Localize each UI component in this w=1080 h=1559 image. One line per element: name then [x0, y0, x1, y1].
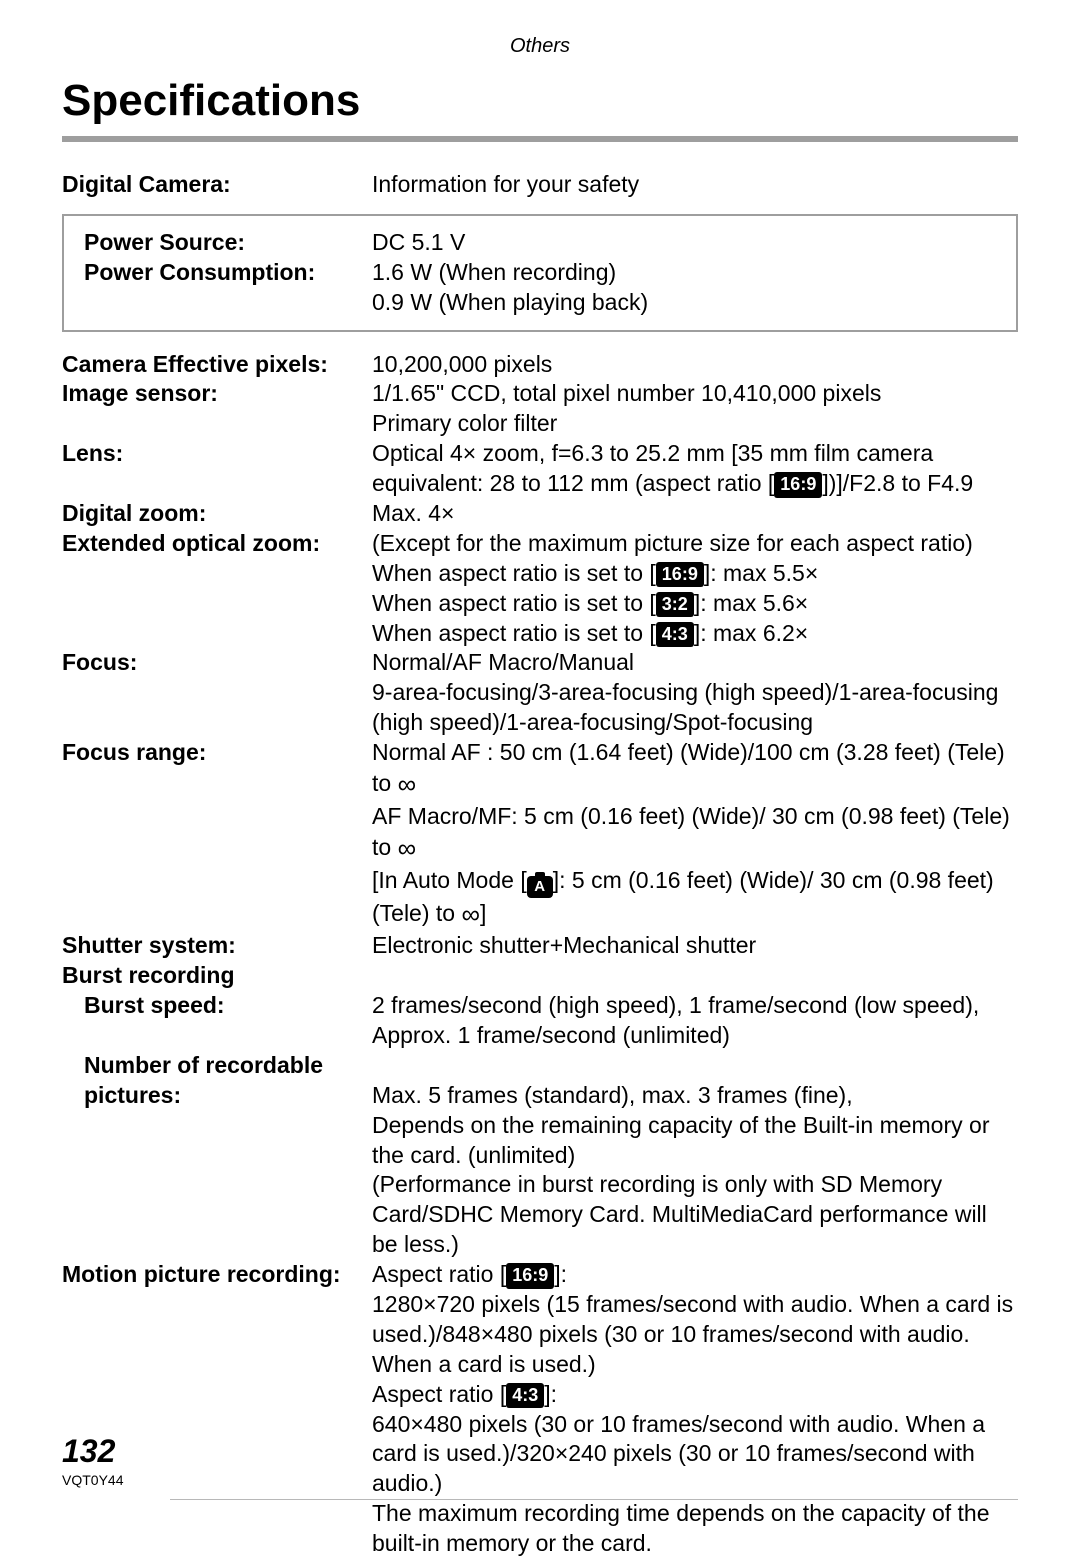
row-lens: Lens: Optical 4× zoom, f=6.3 to 25.2 mm … — [62, 439, 1018, 499]
sensor-line1: 1/1.65" CCD, total pixel number 10,410,0… — [372, 379, 1018, 409]
label: Extended optical zoom: — [62, 529, 372, 649]
value: Normal/AF Macro/Manual 9-area-focusing/3… — [372, 648, 1018, 738]
ezoom-line2: When aspect ratio is set to [16:9]: max … — [372, 559, 1018, 589]
range-line3: [In Auto Mode [A]: 5 cm (0.16 feet) (Wid… — [372, 866, 1018, 932]
motion-line4: 640×480 pixels (30 or 10 frames/second w… — [372, 1410, 1018, 1500]
value: Normal AF : 50 cm (1.64 feet) (Wide)/100… — [372, 738, 1018, 931]
motion-line5: The maximum recording time depends on th… — [372, 1499, 1018, 1559]
label: Digital zoom: — [62, 499, 372, 529]
footer: 132 VQT0Y44 — [62, 1433, 123, 1488]
row-dzoom: Digital zoom: Max. 4× — [62, 499, 1018, 529]
row-pixels: Camera Effective pixels: 10,200,000 pixe… — [62, 350, 1018, 380]
value: Max. 5 frames (standard), max. 3 frames … — [372, 1081, 1018, 1260]
label: Burst recording — [62, 961, 372, 991]
value-consumption-2: 0.9 W (When playing back) — [372, 288, 1016, 318]
numpics-line2: Depends on the remaining capacity of the… — [372, 1111, 1018, 1171]
value-consumption-1: 1.6 W (When recording) — [372, 258, 1016, 288]
infinity-icon: ∞ — [398, 769, 417, 799]
lens-line2: equivalent: 28 to 112 mm (aspect ratio [… — [372, 469, 1018, 499]
value: 2 frames/second (high speed), 1 frame/se… — [372, 991, 1018, 1051]
motion-line2: 1280×720 pixels (15 frames/second with a… — [372, 1290, 1018, 1380]
power-labels: Power Source: Power Consumption: — [84, 228, 372, 318]
motion-line1: Aspect ratio [16:9]: — [372, 1260, 1018, 1290]
row-numpics: pictures: Max. 5 frames (standard), max.… — [62, 1081, 1018, 1260]
range-line1: Normal AF : 50 cm (1.64 feet) (Wide)/100… — [372, 738, 1018, 802]
ratio-4-3-icon: 4:3 — [656, 622, 694, 647]
ratio-16-9-icon: 16:9 — [774, 472, 822, 497]
row-sensor: Image sensor: 1/1.65" CCD, total pixel n… — [62, 379, 1018, 439]
section-header: Others — [0, 0, 1080, 58]
ratio-3-2-icon: 3:2 — [656, 592, 694, 617]
row-burst-header: Burst recording — [62, 961, 1018, 991]
focus-line1: Normal/AF Macro/Manual — [372, 648, 1018, 678]
footer-line — [170, 1499, 1018, 1500]
infinity-icon: ∞ — [461, 899, 480, 929]
label-power-consumption: Power Consumption: — [84, 258, 372, 288]
ratio-16-9-icon: 16:9 — [656, 562, 704, 587]
lens-line1: Optical 4× zoom, f=6.3 to 25.2 mm [35 mm… — [372, 439, 1018, 469]
numpics-line1: Max. 5 frames (standard), max. 3 frames … — [372, 1081, 1018, 1111]
focus-line2: 9-area-focusing/3-area-focusing (high sp… — [372, 678, 1018, 738]
row-shutter: Shutter system: Electronic shutter+Mecha… — [62, 931, 1018, 961]
value-power-source: DC 5.1 V — [372, 228, 1016, 258]
document-id: VQT0Y44 — [62, 1472, 123, 1488]
motion-line3: Aspect ratio [4:3]: — [372, 1380, 1018, 1410]
value: 10,200,000 pixels — [372, 350, 1018, 380]
row-ezoom: Extended optical zoom: (Except for the m… — [62, 529, 1018, 649]
value: Aspect ratio [16:9]: 1280×720 pixels (15… — [372, 1260, 1018, 1559]
label: Burst speed: — [62, 991, 372, 1051]
ezoom-line3: When aspect ratio is set to [3:2]: max 5… — [372, 589, 1018, 619]
sensor-line2: Primary color filter — [372, 409, 1018, 439]
range-line2: AF Macro/MF: 5 cm (0.16 feet) (Wide)/ 30… — [372, 802, 1018, 866]
value: Optical 4× zoom, f=6.3 to 25.2 mm [35 mm… — [372, 439, 1018, 499]
value: Information for your safety — [372, 170, 1018, 200]
label: Number of recordable — [62, 1051, 372, 1081]
power-box: Power Source: Power Consumption: DC 5.1 … — [62, 214, 1018, 332]
auto-mode-icon: A — [527, 876, 553, 898]
page-number: 132 — [62, 1433, 123, 1470]
spec-content: Digital Camera: Information for your saf… — [0, 170, 1080, 1559]
value: Max. 4× — [372, 499, 1018, 529]
row-burst-speed: Burst speed: 2 frames/second (high speed… — [62, 991, 1018, 1051]
infinity-icon: ∞ — [398, 833, 417, 863]
label: Shutter system: — [62, 931, 372, 961]
label: Digital Camera: — [62, 170, 372, 200]
label-power-source: Power Source: — [84, 228, 372, 258]
label: Focus range: — [62, 738, 372, 931]
ratio-4-3-icon: 4:3 — [506, 1383, 544, 1408]
row-digital-camera: Digital Camera: Information for your saf… — [62, 170, 1018, 200]
ratio-16-9-icon: 16:9 — [506, 1263, 554, 1288]
value: 1/1.65" CCD, total pixel number 10,410,0… — [372, 379, 1018, 439]
label: Lens: — [62, 439, 372, 499]
label: Camera Effective pixels: — [62, 350, 372, 380]
page-title: Specifications — [0, 58, 1080, 136]
label: Motion picture recording: — [62, 1260, 372, 1559]
row-range: Focus range: Normal AF : 50 cm (1.64 fee… — [62, 738, 1018, 931]
value: Electronic shutter+Mechanical shutter — [372, 931, 1018, 961]
label: Image sensor: — [62, 379, 372, 439]
ezoom-line4: When aspect ratio is set to [4:3]: max 6… — [372, 619, 1018, 649]
numpics-line3: (Performance in burst recording is only … — [372, 1170, 1018, 1260]
ezoom-line1: (Except for the maximum picture size for… — [372, 529, 1018, 559]
title-underline — [62, 136, 1018, 142]
label: Focus: — [62, 648, 372, 738]
power-values: DC 5.1 V 1.6 W (When recording) 0.9 W (W… — [372, 228, 1016, 318]
label: pictures: — [62, 1081, 372, 1260]
row-motion: Motion picture recording: Aspect ratio [… — [62, 1260, 1018, 1559]
row-numpics-label1: Number of recordable — [62, 1051, 1018, 1081]
row-focus: Focus: Normal/AF Macro/Manual 9-area-foc… — [62, 648, 1018, 738]
value: (Except for the maximum picture size for… — [372, 529, 1018, 649]
